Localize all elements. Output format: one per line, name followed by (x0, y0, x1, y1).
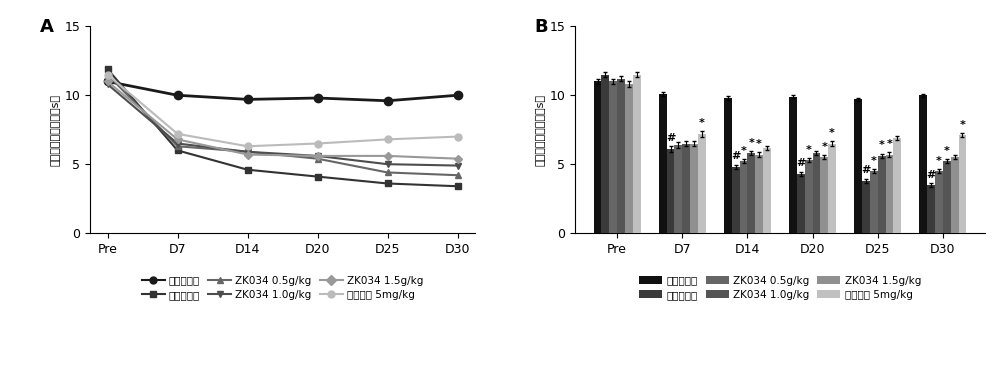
Text: *: * (756, 139, 762, 149)
Text: #: # (926, 170, 936, 180)
Bar (870, 171, 878, 233)
Text: #: # (796, 158, 806, 168)
Bar (617, 79, 625, 233)
Text: *: * (936, 156, 942, 165)
Text: *: * (741, 146, 746, 156)
Bar (820, 157, 828, 233)
Text: B: B (534, 18, 548, 36)
Bar (943, 161, 951, 233)
Text: *: * (887, 139, 892, 149)
Bar (854, 99, 862, 233)
Text: *: * (960, 120, 965, 130)
Text: *: * (879, 140, 885, 150)
Bar (674, 145, 682, 233)
Bar (805, 160, 813, 233)
Bar (755, 155, 763, 233)
Legend: 正常对照组, 模型对照组, ZK034 0.5g/kg, ZK034 1.0g/kg, ZK034 1.5g/kg, 普瑞巴林 5mg/kg: 正常对照组, 模型对照组, ZK034 0.5g/kg, ZK034 1.0g/… (639, 276, 921, 300)
Bar (893, 138, 901, 233)
Bar (959, 135, 966, 233)
Text: *: * (871, 156, 877, 165)
Bar (828, 144, 836, 233)
Bar (740, 161, 747, 233)
Bar (878, 156, 886, 233)
Bar (886, 155, 893, 233)
Bar (813, 153, 820, 233)
Bar (698, 134, 706, 233)
Bar (690, 144, 698, 233)
Text: #: # (666, 133, 675, 143)
Bar (935, 171, 943, 233)
Bar (724, 98, 732, 233)
Bar (633, 74, 641, 233)
Bar (919, 95, 927, 233)
Bar (659, 94, 667, 233)
Bar (862, 181, 870, 233)
Bar (789, 97, 797, 233)
Text: *: * (748, 138, 754, 148)
Y-axis label: 光热痛缩足潜伏期（s）: 光热痛缩足潜伏期（s） (50, 94, 60, 166)
Text: *: * (829, 128, 835, 138)
Bar (951, 157, 959, 233)
Bar (682, 144, 690, 233)
Bar (763, 148, 771, 233)
Text: *: * (699, 118, 705, 128)
Bar (797, 174, 805, 233)
Y-axis label: 光热痛缩足潜伏期（s）: 光热痛缩足潜伏期（s） (535, 94, 545, 166)
Bar (732, 167, 740, 233)
Bar (594, 82, 601, 233)
Bar (601, 74, 609, 233)
Text: *: * (821, 142, 827, 152)
Text: *: * (944, 146, 950, 156)
Bar (747, 153, 755, 233)
Text: #: # (861, 165, 871, 175)
Text: *: * (806, 144, 812, 155)
Bar (625, 84, 633, 233)
Text: A: A (40, 18, 54, 36)
Bar (667, 149, 674, 233)
Legend: 正常对照组, 模型对照组, ZK034 0.5g/kg, ZK034 1.0g/kg, ZK034 1.5g/kg, 普瑞巴林 5mg/kg: 正常对照组, 模型对照组, ZK034 0.5g/kg, ZK034 1.0g/… (142, 276, 423, 300)
Bar (609, 82, 617, 233)
Bar (927, 185, 935, 233)
Text: #: # (731, 152, 740, 161)
